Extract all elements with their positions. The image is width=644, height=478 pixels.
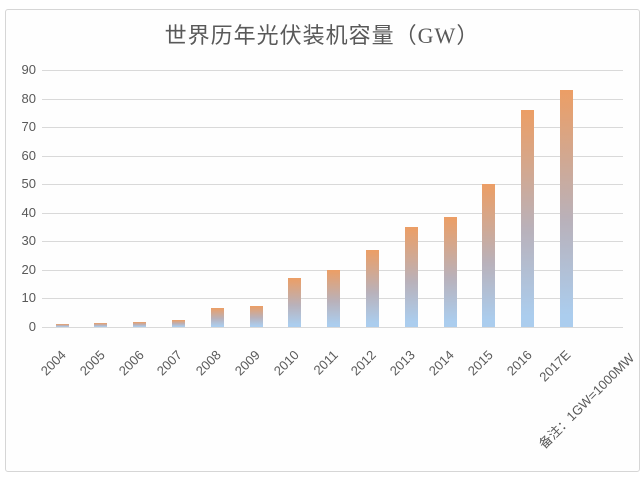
bar-2006 (133, 322, 147, 327)
bar-2011 (327, 269, 341, 327)
y-tick-label-50: 50 (21, 176, 36, 192)
bar-2015 (482, 184, 496, 327)
y-tick-label-10: 10 (21, 290, 36, 306)
bar-2014 (443, 217, 457, 327)
gridline-80 (42, 98, 623, 100)
x-tick-label-2004: 2004 (37, 347, 69, 379)
gridline-40 (42, 212, 623, 214)
bar-2017E (559, 89, 573, 327)
bar-2010 (288, 278, 302, 327)
bar-2009 (249, 306, 263, 327)
y-tick-label-90: 90 (21, 62, 36, 77)
y-tick-label-20: 20 (21, 261, 36, 277)
x-tick-label-2011: 2011 (310, 347, 341, 378)
x-tick-label-2007: 2007 (154, 347, 186, 379)
chart-card (5, 9, 640, 472)
x-tick-label-2015: 2015 (464, 347, 496, 379)
x-tick-label-2013: 2013 (387, 347, 419, 379)
y-tick-label-80: 80 (21, 90, 36, 106)
gridline-90 (42, 70, 623, 71)
x-tick-label-2008: 2008 (193, 347, 225, 379)
bar-2016 (521, 109, 535, 327)
x-tick-label-2016: 2016 (503, 347, 535, 379)
x-tick-label-2014: 2014 (425, 347, 457, 379)
y-tick-label-30: 30 (21, 233, 36, 249)
x-tick-label-2010: 2010 (270, 347, 302, 379)
bar-2007 (171, 320, 185, 327)
gridline-50 (42, 184, 623, 186)
x-tick-label-2009: 2009 (231, 347, 263, 379)
bar-2005 (94, 323, 108, 327)
bar-2013 (404, 227, 418, 327)
bar-2008 (210, 308, 224, 327)
bar-2012 (365, 249, 379, 327)
chart-title: 世界历年光伏装机容量（GW） (164, 23, 480, 48)
y-tick-label-70: 70 (21, 119, 36, 135)
bar-2004 (55, 324, 69, 327)
y-tick-label-0: 0 (28, 319, 36, 334)
x-tick-label-2005: 2005 (76, 347, 108, 379)
x-tick-label-2012: 2012 (348, 347, 380, 379)
gridline-60 (42, 155, 623, 157)
x-tick-label-2006: 2006 (115, 347, 147, 379)
gridline-0 (42, 327, 623, 328)
x-tick-label-2017E: 2017E (536, 347, 574, 385)
gridline-70 (42, 127, 623, 129)
y-tick-label-60: 60 (21, 147, 36, 163)
y-tick-label-40: 40 (21, 204, 36, 220)
gridline-30 (42, 241, 623, 243)
